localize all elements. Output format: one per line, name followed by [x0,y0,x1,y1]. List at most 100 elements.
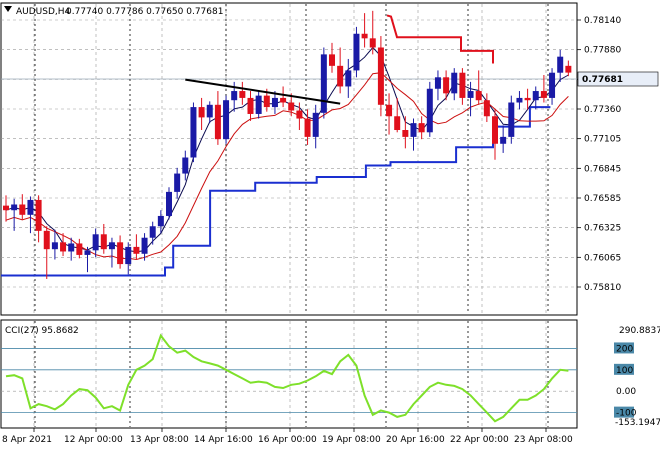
candle[interactable] [190,102,197,163]
candle[interactable] [410,118,417,151]
candle-body[interactable] [451,72,458,94]
candle[interactable] [540,75,547,103]
candle-body[interactable] [508,102,515,137]
candle-body[interactable] [263,95,270,108]
candle-body[interactable] [68,243,75,252]
candle-body[interactable] [312,112,319,137]
candle[interactable] [68,237,75,261]
candle-body[interactable] [149,226,156,238]
candle-body[interactable] [467,91,474,98]
candle-body[interactable] [100,234,107,250]
candle[interactable] [117,235,124,269]
candle[interactable] [483,93,490,122]
candle-body[interactable] [214,104,221,140]
candlesticks[interactable] [3,10,572,279]
candle-body[interactable] [166,191,172,216]
candle-body[interactable] [483,100,490,117]
candle[interactable] [92,228,99,258]
candle-body[interactable] [540,91,547,98]
price-panel[interactable] [0,2,578,316]
candle[interactable] [182,150,189,181]
candle-body[interactable] [377,47,384,105]
candle-body[interactable] [117,242,124,265]
candle[interactable] [3,195,9,222]
candle[interactable] [60,233,67,257]
candle[interactable] [247,91,254,121]
candle[interactable] [426,81,433,137]
candle[interactable] [271,91,278,114]
candle[interactable] [492,109,498,160]
candle-body[interactable] [125,246,132,265]
candle-body[interactable] [43,230,50,250]
candle-body[interactable] [255,95,262,114]
candle[interactable] [125,242,132,275]
candle-body[interactable] [443,77,450,94]
candle[interactable] [467,81,474,117]
candle-body[interactable] [418,123,425,133]
candle-body[interactable] [60,242,67,252]
trendline[interactable] [185,78,341,105]
candle[interactable] [500,125,507,153]
candle[interactable] [214,91,221,145]
candle[interactable] [141,233,148,261]
candle-body[interactable] [51,242,58,250]
candle-body[interactable] [524,97,531,101]
candle-body[interactable] [280,97,287,103]
candle[interactable] [84,246,91,273]
candle-body[interactable] [402,130,409,137]
candle[interactable] [451,68,458,101]
candle-body[interactable] [11,204,18,211]
candle[interactable] [206,101,213,124]
candle[interactable] [76,238,83,259]
candle-body[interactable] [459,72,466,98]
candle[interactable] [174,167,181,199]
candle-body[interactable] [92,234,99,251]
dropdown-triangle-icon[interactable] [4,6,12,12]
candle[interactable] [100,223,107,254]
candle[interactable] [320,47,327,119]
candle-body[interactable] [516,97,523,103]
candle-body[interactable] [3,205,9,211]
candle[interactable] [27,196,34,234]
candle[interactable] [166,187,172,220]
candle[interactable] [394,97,401,133]
candle-body[interactable] [35,199,42,231]
candle[interactable] [133,234,140,260]
candle-body[interactable] [565,65,572,73]
candle[interactable] [337,47,344,94]
candle-body[interactable] [434,77,441,89]
candle-body[interactable] [345,70,352,87]
candle[interactable] [369,10,376,55]
candle[interactable] [11,198,18,231]
candle-body[interactable] [174,173,181,192]
candle[interactable] [43,226,50,279]
candle-body[interactable] [206,104,213,118]
candle-body[interactable] [19,204,26,215]
candle[interactable] [312,104,319,149]
candle[interactable] [239,81,246,105]
candle-body[interactable] [231,91,238,101]
candle[interactable] [51,229,58,260]
candle-body[interactable] [198,107,205,118]
candle[interactable] [35,195,42,243]
candle[interactable] [443,70,450,101]
candle-body[interactable] [369,38,376,48]
candle[interactable] [223,95,230,144]
candle-body[interactable] [133,246,140,254]
candle-body[interactable] [492,116,498,144]
candle[interactable] [361,13,368,48]
candle[interactable] [198,97,205,131]
candle-body[interactable] [76,243,83,255]
candle[interactable] [345,58,352,98]
candle-body[interactable] [223,100,230,140]
candle-body[interactable] [500,136,507,144]
candle-body[interactable] [475,91,482,101]
candle[interactable] [19,194,26,220]
candle-body[interactable] [182,157,189,174]
candle-body[interactable] [27,199,34,215]
candle[interactable] [475,70,482,105]
candle-body[interactable] [141,237,148,254]
candle[interactable] [280,86,287,108]
candle[interactable] [296,102,303,131]
